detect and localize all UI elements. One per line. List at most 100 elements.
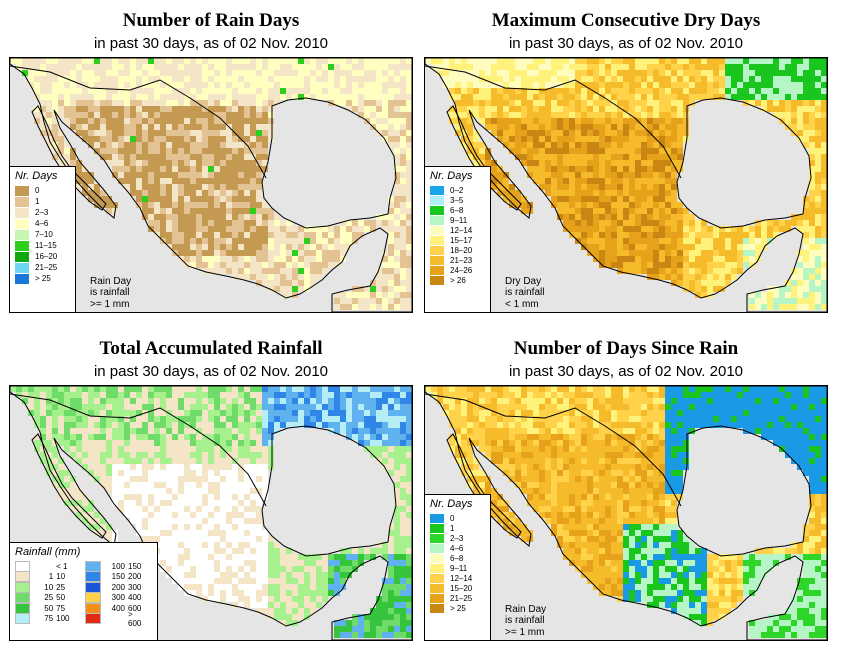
grid-cell [160, 172, 166, 178]
grid-cell [118, 94, 124, 100]
grid-cell [647, 88, 653, 94]
grid-cell [671, 262, 677, 268]
grid-cell [88, 112, 94, 118]
grid-cell [623, 76, 629, 82]
grid-cell [190, 572, 196, 578]
grid-cell [310, 238, 316, 244]
grid-cell [304, 268, 310, 274]
grid-cell [82, 100, 88, 106]
grid-cell [58, 58, 64, 64]
grid-cell [581, 202, 587, 208]
grid-cell [400, 476, 406, 482]
grid-cell [737, 226, 743, 232]
grid-cell [178, 244, 184, 250]
grid-cell [208, 238, 214, 244]
grid-cell [322, 416, 328, 422]
grid-cell [629, 130, 635, 136]
grid-cell [388, 250, 394, 256]
grid-cell [238, 584, 244, 590]
grid-cell [40, 106, 46, 112]
grid-cell [274, 404, 280, 410]
grid-cell [112, 148, 118, 154]
grid-cell [226, 256, 232, 262]
grid-cell [659, 148, 665, 154]
grid-cell [262, 584, 268, 590]
grid-cell [473, 142, 479, 148]
grid-cell [178, 76, 184, 82]
grid-cell [545, 58, 551, 64]
legend-range-high: 200 [128, 572, 142, 582]
grid-cell [220, 154, 226, 160]
grid-cell [575, 184, 581, 190]
grid-cell [310, 64, 316, 70]
grid-cell [220, 440, 226, 446]
grid-cell [653, 118, 659, 124]
grid-cell [124, 94, 130, 100]
grid-cell [256, 470, 262, 476]
grid-cell [202, 440, 208, 446]
grid-cell [382, 386, 388, 392]
grid-cell [611, 190, 617, 196]
grid-cell [172, 214, 178, 220]
grid-cell [76, 488, 82, 494]
grid-cell [190, 238, 196, 244]
grid-cell [172, 178, 178, 184]
grid-cell [653, 172, 659, 178]
grid-cell [761, 64, 767, 70]
grid-cell [256, 440, 262, 446]
grid-cell [665, 130, 671, 136]
grid-cell [88, 118, 94, 124]
grid-cell [665, 268, 671, 274]
grid-cell [635, 160, 641, 166]
grid-cell [142, 476, 148, 482]
grid-cell [653, 184, 659, 190]
grid-cell [382, 64, 388, 70]
grid-cell [809, 238, 815, 244]
grid-cell [352, 410, 358, 416]
grid-cell [382, 130, 388, 136]
grid-cell [737, 238, 743, 244]
grid-cell [677, 106, 683, 112]
grid-cell [665, 208, 671, 214]
grid-cell [160, 202, 166, 208]
grid-cell [262, 238, 268, 244]
grid-cell [611, 124, 617, 130]
grid-cell [124, 434, 130, 440]
grid-cell [388, 386, 394, 392]
grid-cell [761, 226, 767, 232]
grid-cell [196, 88, 202, 94]
grid-cell [94, 100, 100, 106]
grid-cell [196, 190, 202, 196]
grid-cell [328, 584, 334, 590]
grid-cell [256, 446, 262, 452]
grid-cell [148, 112, 154, 118]
grid-cell [406, 214, 412, 220]
grid-cell [46, 428, 52, 434]
grid-cell [232, 100, 238, 106]
grid-cell [677, 166, 683, 172]
grid-cell [196, 124, 202, 130]
grid-cell [400, 88, 406, 94]
grid-cell [629, 76, 635, 82]
grid-cell [575, 232, 581, 238]
grid-cell [635, 214, 641, 220]
grid-cell [160, 548, 166, 554]
grid-cell [220, 250, 226, 256]
grid-cell [779, 70, 785, 76]
grid-cell [238, 94, 244, 100]
grid-cell [647, 70, 653, 76]
grid-cell [322, 268, 328, 274]
grid-cell [298, 256, 304, 262]
grid-cell [394, 118, 400, 124]
grid-cell [70, 94, 76, 100]
grid-cell [370, 422, 376, 428]
grid-cell [803, 274, 809, 280]
grid-cell [118, 464, 124, 470]
grid-cell [76, 440, 82, 446]
grid-cell [286, 244, 292, 250]
grid-cell [328, 88, 334, 94]
grid-cell [256, 82, 262, 88]
grid-cell [677, 238, 683, 244]
grid-cell [370, 64, 376, 70]
grid-cell [322, 226, 328, 232]
